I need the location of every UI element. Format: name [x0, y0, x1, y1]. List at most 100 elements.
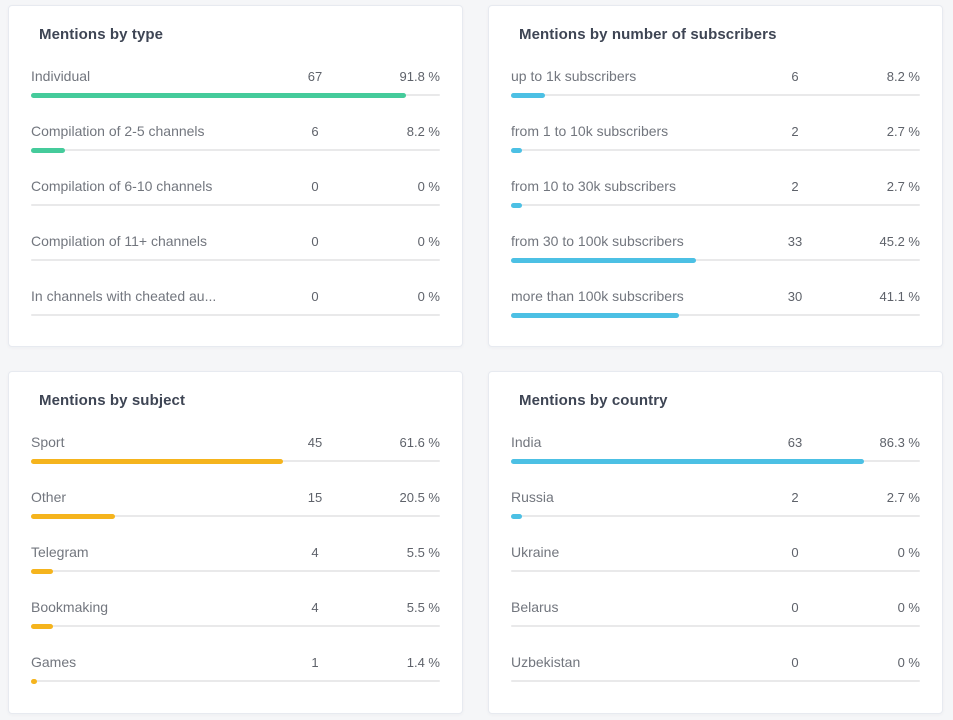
row-percent: 8.2 %	[406, 124, 440, 139]
stat-row: Uzbekistan 0 0 %	[511, 654, 920, 684]
row-percent: 41.1 %	[879, 289, 920, 304]
row-percent: 0 %	[417, 179, 440, 194]
panel-mentions-by-subject: Mentions by subject Sport 45 61.6 % Othe…	[8, 371, 463, 714]
row-percent: 86.3 %	[879, 435, 920, 450]
row-label: Compilation of 6-10 channels	[31, 178, 213, 194]
progress-bar	[511, 624, 920, 629]
progress-bar	[511, 203, 920, 208]
row-count: 0	[311, 179, 319, 194]
progress-fill	[511, 148, 523, 153]
progress-track	[511, 314, 920, 316]
progress-bar	[31, 258, 440, 263]
row-percent: 20.5 %	[399, 490, 440, 505]
stat-row: Russia 2 2.7 %	[511, 489, 920, 519]
progress-fill	[31, 679, 37, 684]
progress-fill	[511, 459, 864, 464]
row-label: Ukraine	[511, 544, 560, 560]
progress-bar	[31, 148, 440, 153]
row-percent: 2.7 %	[886, 490, 920, 505]
progress-track	[511, 680, 920, 682]
progress-track	[511, 259, 920, 261]
row-label: India	[511, 434, 542, 450]
row-label: Sport	[31, 434, 65, 450]
row-percent: 0 %	[897, 600, 920, 615]
panel-mentions-by-type: Mentions by type Individual 67 91.8 % Co…	[8, 5, 463, 347]
progress-track	[31, 204, 440, 206]
row-label: from 10 to 30k subscribers	[511, 178, 676, 194]
progress-track	[31, 680, 440, 682]
row-percent: 5.5 %	[406, 600, 440, 615]
stat-row: from 10 to 30k subscribers 2 2.7 %	[511, 178, 920, 208]
row-percent: 0 %	[417, 234, 440, 249]
progress-fill	[31, 624, 54, 629]
stat-row: more than 100k subscribers 30 41.1 %	[511, 288, 920, 318]
row-count: 67	[307, 69, 323, 84]
row-count: 0	[791, 545, 799, 560]
row-label: Belarus	[511, 599, 559, 615]
stat-row: from 1 to 10k subscribers 2 2.7 %	[511, 123, 920, 153]
progress-fill	[31, 93, 407, 98]
row-count: 0	[311, 289, 319, 304]
panel-mentions-by-subscribers: Mentions by number of subscribers up to …	[488, 5, 943, 347]
row-label: Russia	[511, 489, 554, 505]
row-count: 4	[311, 545, 319, 560]
progress-bar	[31, 679, 440, 684]
progress-fill	[511, 203, 523, 208]
stat-row: India 63 86.3 %	[511, 434, 920, 464]
panel-title: Mentions by subject	[39, 392, 186, 409]
row-count: 45	[307, 435, 323, 450]
progress-bar	[511, 514, 920, 519]
stat-row: In channels with cheated au... 0 0 %	[31, 288, 440, 318]
progress-bar	[511, 148, 920, 153]
row-percent: 45.2 %	[879, 234, 920, 249]
row-count: 1	[311, 655, 319, 670]
progress-bar	[31, 569, 440, 574]
panel-mentions-by-country: Mentions by country India 63 86.3 % Russ…	[488, 371, 943, 714]
row-count: 2	[791, 124, 799, 139]
progress-bar	[31, 459, 440, 464]
progress-track	[511, 204, 920, 206]
row-label: Games	[31, 654, 77, 670]
progress-bar	[511, 93, 920, 98]
row-count: 15	[307, 490, 323, 505]
row-percent: 8.2 %	[886, 69, 920, 84]
row-count: 4	[311, 600, 319, 615]
stat-row: Other 15 20.5 %	[31, 489, 440, 519]
progress-track	[31, 314, 440, 316]
row-count: 0	[791, 655, 799, 670]
progress-track	[31, 625, 440, 627]
row-percent: 0 %	[897, 655, 920, 670]
progress-bar	[511, 459, 920, 464]
panel-title: Mentions by type	[39, 26, 164, 43]
row-percent: 91.8 %	[399, 69, 440, 84]
progress-bar	[31, 514, 440, 519]
row-percent: 61.6 %	[399, 435, 440, 450]
row-count: 0	[311, 234, 319, 249]
stat-row: Compilation of 2-5 channels 6 8.2 %	[31, 123, 440, 153]
row-percent: 2.7 %	[886, 124, 920, 139]
progress-track	[511, 515, 920, 517]
row-count: 63	[787, 435, 803, 450]
progress-track	[511, 94, 920, 96]
row-label: from 30 to 100k subscribers	[511, 233, 684, 249]
row-count: 0	[791, 600, 799, 615]
progress-bar	[511, 569, 920, 574]
row-label: Telegram	[31, 544, 89, 560]
progress-track	[511, 570, 920, 572]
progress-track	[31, 259, 440, 261]
stat-row: Bookmaking 4 5.5 %	[31, 599, 440, 629]
row-count: 6	[791, 69, 799, 84]
progress-fill	[31, 569, 54, 574]
stat-row: from 30 to 100k subscribers 33 45.2 %	[511, 233, 920, 263]
row-label: Uzbekistan	[511, 654, 581, 670]
row-count: 2	[791, 490, 799, 505]
row-percent: 5.5 %	[406, 545, 440, 560]
stat-row: Telegram 4 5.5 %	[31, 544, 440, 574]
panel-title: Mentions by number of subscribers	[519, 26, 777, 43]
stat-row: up to 1k subscribers 6 8.2 %	[511, 68, 920, 98]
row-label: Bookmaking	[31, 599, 109, 615]
progress-bar	[511, 258, 920, 263]
progress-bar	[511, 313, 920, 318]
progress-bar	[511, 679, 920, 684]
